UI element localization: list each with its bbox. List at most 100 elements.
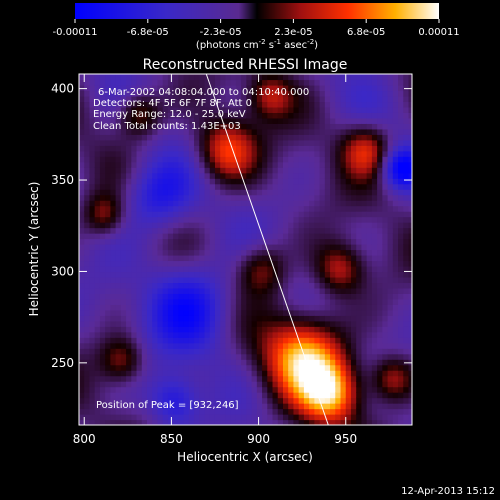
heatmap-cell	[345, 178, 352, 185]
heatmap-cell	[350, 309, 357, 316]
heatmap-cell	[225, 353, 232, 360]
heatmap-cell	[392, 309, 399, 316]
heatmap-cell	[89, 320, 96, 327]
heatmap-cell	[146, 260, 153, 267]
heatmap-cell	[183, 304, 190, 311]
heatmap-cell	[330, 227, 336, 234]
heatmap-cell	[251, 414, 258, 421]
heatmap-cell	[303, 375, 310, 382]
heatmap-cell	[183, 90, 190, 97]
heatmap-cell	[262, 386, 268, 393]
heatmap-cell	[330, 419, 336, 425]
heatmap-cell	[361, 342, 368, 349]
heatmap-cell	[183, 101, 190, 108]
heatmap-cell	[115, 139, 122, 146]
heatmap-cell	[141, 200, 148, 207]
heatmap-cell	[382, 106, 389, 113]
heatmap-cell	[188, 370, 195, 377]
heatmap-cell	[188, 320, 195, 327]
heatmap-cell	[345, 419, 352, 425]
heatmap-cell	[131, 211, 138, 218]
heatmap-cell	[141, 150, 148, 157]
heatmap-cell	[377, 194, 383, 201]
heatmap-cell	[167, 392, 174, 399]
heatmap-cell	[110, 227, 117, 234]
heatmap-cell	[183, 348, 190, 355]
heatmap-cell	[94, 249, 101, 256]
heatmap-cell	[230, 123, 237, 130]
heatmap-cell	[115, 205, 122, 212]
heatmap-cell	[120, 348, 127, 355]
heatmap-cell	[246, 172, 253, 179]
heatmap-cell	[230, 381, 237, 388]
heatmap-cell	[350, 145, 357, 152]
heatmap-cell	[298, 326, 305, 333]
heatmap-cell	[131, 74, 138, 81]
heatmap-cell	[167, 282, 174, 289]
heatmap-cell	[256, 90, 263, 97]
heatmap-cell	[214, 309, 221, 316]
heatmap-cell	[126, 337, 132, 344]
heatmap-cell	[110, 304, 117, 311]
heatmap-cell	[277, 414, 284, 421]
heatmap-cell	[204, 364, 211, 371]
heatmap-cell	[79, 337, 85, 344]
heatmap-cell	[298, 348, 305, 355]
heatmap-cell	[173, 249, 179, 256]
heatmap-cell	[162, 353, 169, 360]
heatmap-cell	[241, 282, 247, 289]
heatmap-cell	[303, 161, 310, 168]
heatmap-cell	[340, 178, 347, 185]
heatmap-cell	[303, 309, 310, 316]
heatmap-cell	[319, 233, 326, 240]
heatmap-cell	[157, 84, 164, 92]
heatmap-cell	[89, 145, 96, 152]
heatmap-cell	[345, 101, 352, 108]
heatmap-cell	[79, 161, 85, 168]
heatmap-cell	[146, 309, 153, 316]
heatmap-cell	[403, 271, 410, 278]
heatmap-cell	[79, 183, 85, 190]
heatmap-cell	[256, 364, 263, 371]
heatmap-cell	[309, 364, 315, 371]
heatmap-cell	[235, 79, 242, 86]
heatmap-cell	[194, 276, 200, 284]
heatmap-cell	[157, 79, 164, 86]
heatmap-cell	[387, 101, 394, 108]
heatmap-cell	[335, 95, 342, 103]
heatmap-cell	[309, 90, 315, 97]
heatmap-cell	[324, 194, 331, 201]
heatmap-cell	[230, 128, 237, 135]
heatmap-cell	[167, 227, 174, 234]
heatmap-cell	[79, 397, 85, 404]
heatmap-cell	[356, 189, 363, 196]
heatmap-cell	[178, 386, 185, 393]
heatmap-cell	[204, 178, 211, 185]
heatmap-cell	[214, 348, 221, 355]
heatmap-cell	[162, 117, 169, 124]
heatmap-cell	[246, 320, 253, 327]
heatmap-cell	[314, 386, 321, 393]
heatmap-cell	[241, 194, 247, 201]
heatmap-cell	[94, 156, 101, 163]
heatmap-cell	[167, 216, 174, 223]
heatmap-cell	[262, 282, 268, 289]
heatmap-cell	[267, 348, 274, 355]
heatmap-cell	[214, 254, 221, 262]
heatmap-cell	[303, 95, 310, 103]
heatmap-cell	[146, 161, 153, 168]
heatmap-cell	[162, 276, 169, 284]
heatmap-cell	[382, 315, 389, 322]
heatmap-cell	[398, 79, 404, 86]
heatmap-cell	[340, 392, 347, 399]
heatmap-cell	[199, 364, 206, 371]
heatmap-cell	[225, 156, 232, 163]
heatmap-cell	[377, 337, 383, 344]
heatmap-cell	[162, 167, 169, 174]
heatmap-cell	[335, 304, 342, 311]
heatmap-cell	[126, 134, 132, 141]
heatmap-cell	[303, 128, 310, 135]
heatmap-cell	[403, 298, 410, 305]
heatmap-cell	[220, 298, 227, 305]
heatmap-cell	[79, 106, 85, 113]
